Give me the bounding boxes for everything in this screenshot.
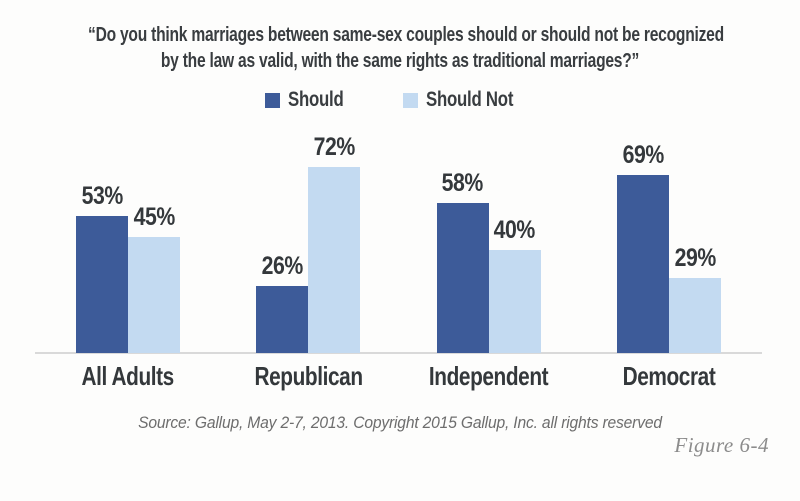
source-credit: Source: Gallup, May 2-7, 2013. Copyright… — [138, 413, 662, 432]
legend-label-should: Should — [287, 88, 344, 111]
chart-title: “Do you think marriages between same-sex… — [0, 22, 800, 74]
category-cell: Democrat — [617, 361, 721, 392]
value-label-should-not-independent: 40% — [494, 216, 536, 244]
category-label-republican: Republican — [254, 361, 363, 391]
legend-item-should-not: Should Not — [403, 88, 535, 112]
category-cell: Independent — [429, 361, 549, 392]
bar-should-independent — [436, 203, 489, 353]
bar-column: 69% — [616, 141, 669, 353]
legend-swatch-should-not-icon — [403, 92, 419, 108]
bar-column: 53% — [76, 182, 128, 353]
value-label-should-not-republican: 72% — [313, 133, 356, 161]
bar-should-republican — [256, 286, 309, 353]
plot-area: 53% 45% 26% 72% 58% 40% — [76, 118, 721, 353]
bar-column: 45% — [128, 203, 180, 353]
figure-caption: Figure 6-4 — [674, 433, 769, 457]
category-axis: All Adults Republican Independent Democr… — [76, 361, 721, 392]
category-label-independent: Independent — [429, 361, 549, 391]
bar-should-democrat — [616, 175, 669, 353]
x-axis-baseline — [35, 352, 762, 354]
bar-column: 26% — [256, 252, 309, 353]
value-label-should-republican: 26% — [261, 252, 304, 280]
bar-group-democrat: 69% 29% — [616, 141, 721, 353]
value-label-should-democrat: 69% — [622, 141, 664, 169]
legend-swatch-should-icon — [264, 92, 280, 108]
chart-legend: Should Should Not — [0, 88, 800, 112]
bar-group-independent: 58% 40% — [436, 169, 541, 353]
bar-column: 29% — [668, 244, 721, 353]
category-label-all-adults: All Adults — [81, 361, 175, 391]
bar-group-republican: 26% 72% — [256, 133, 361, 353]
legend-item-should: Should — [264, 88, 357, 112]
chart-title-line1: “Do you think marriages between same-sex… — [88, 24, 724, 46]
value-label-should-not-democrat: 29% — [674, 244, 716, 272]
value-label-should-not-all-adults: 45% — [133, 203, 175, 231]
value-label-should-all-adults: 53% — [81, 182, 123, 210]
bar-should-all-adults — [76, 216, 128, 353]
bar-column: 58% — [436, 169, 489, 353]
value-label-should-independent: 58% — [442, 169, 484, 197]
category-cell: All Adults — [76, 361, 180, 392]
category-cell: Republican — [254, 361, 363, 392]
bar-should-not-independent — [488, 250, 541, 353]
chart-title-line2: by the law as valid, with the same right… — [160, 50, 640, 72]
category-label-democrat: Democrat — [622, 361, 716, 391]
bar-column: 40% — [488, 216, 541, 353]
bar-should-not-democrat — [668, 278, 721, 353]
bar-should-not-republican — [308, 167, 361, 353]
bar-column: 72% — [308, 133, 361, 353]
legend-label-should-not: Should Not — [426, 88, 514, 111]
bar-group-all-adults: 53% 45% — [76, 182, 180, 353]
bar-should-not-all-adults — [128, 237, 180, 353]
